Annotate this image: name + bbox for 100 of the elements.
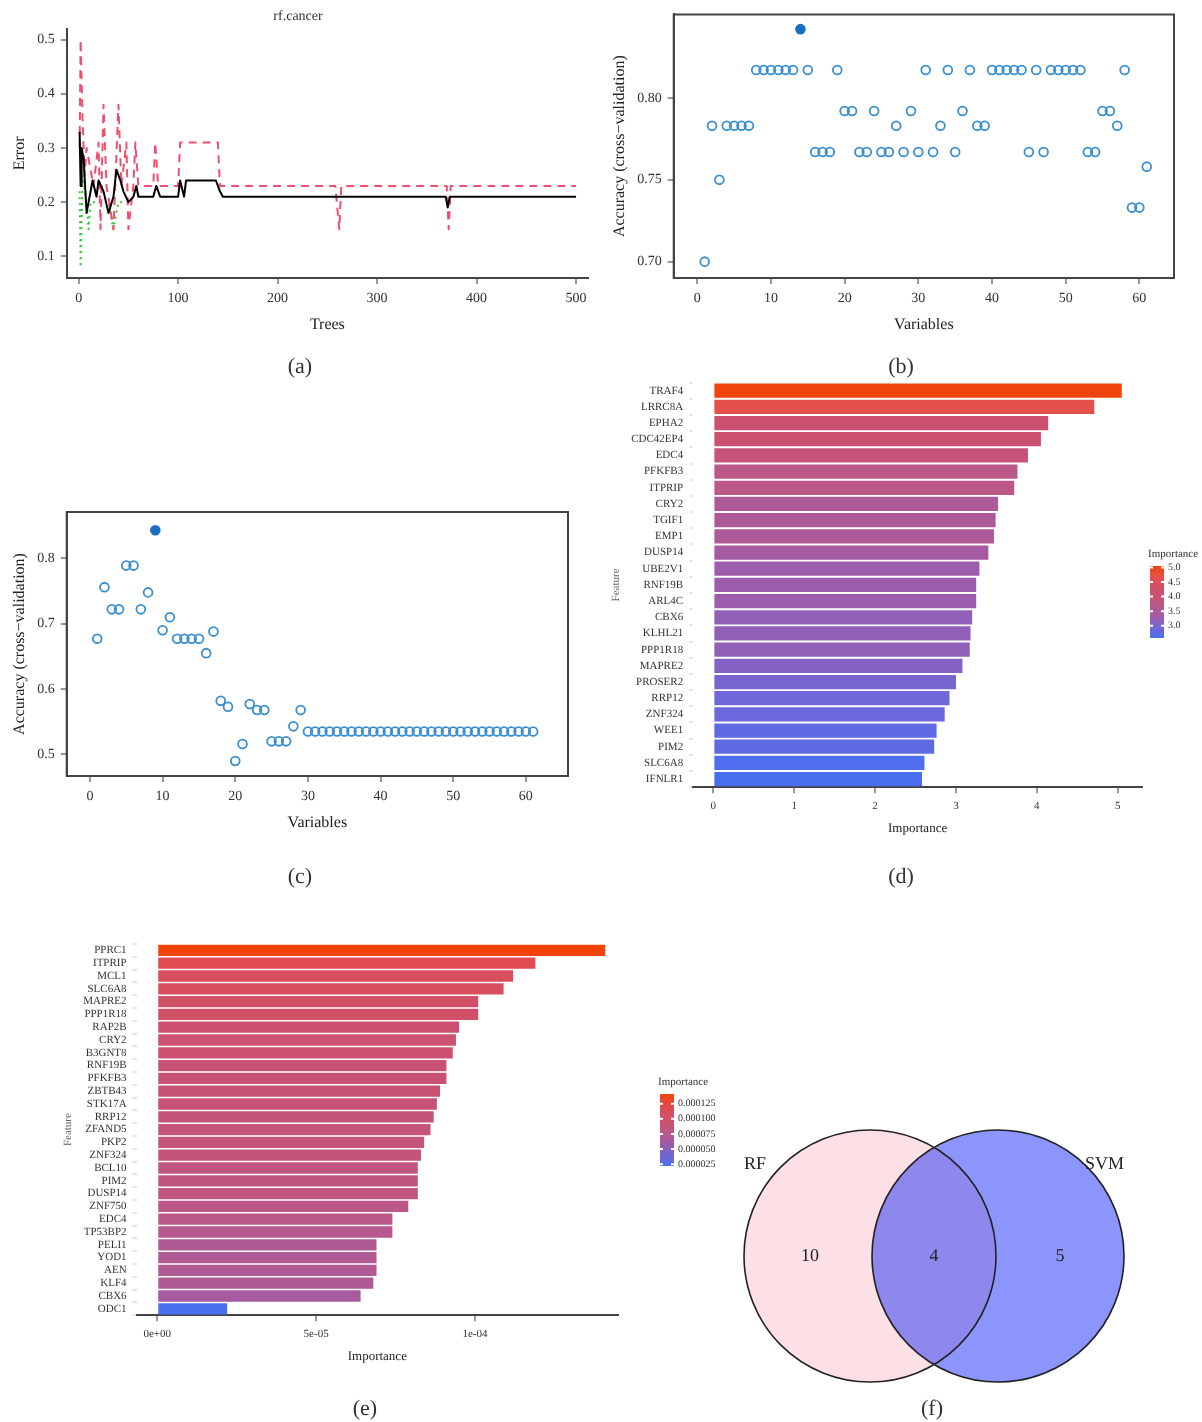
point	[150, 525, 161, 536]
point	[957, 105, 968, 117]
point	[222, 701, 234, 713]
bar	[158, 944, 606, 957]
point	[193, 633, 205, 645]
point	[186, 633, 197, 645]
point	[513, 726, 524, 737]
bar	[714, 399, 1095, 414]
point	[360, 726, 372, 737]
point	[831, 64, 843, 76]
point	[846, 105, 858, 117]
point	[868, 105, 880, 117]
bar	[158, 1303, 228, 1315]
line-series	[78, 174, 125, 269]
point	[99, 581, 110, 593]
point	[765, 64, 777, 76]
point	[135, 604, 147, 615]
point	[1016, 64, 1027, 76]
point	[506, 726, 517, 737]
x-axis-title: Variables	[894, 314, 954, 333]
point	[728, 120, 740, 132]
point	[971, 120, 983, 132]
point	[1030, 64, 1042, 76]
point	[418, 726, 430, 737]
point	[397, 726, 408, 737]
point	[750, 64, 762, 76]
text: (d)	[888, 864, 915, 889]
point	[244, 698, 256, 710]
point	[375, 726, 386, 737]
data-label: 10	[801, 1244, 820, 1265]
point	[455, 726, 466, 737]
point	[1067, 64, 1079, 76]
point	[288, 721, 299, 732]
point	[106, 604, 118, 615]
x-axis-title: Variables	[287, 812, 348, 831]
point	[721, 120, 733, 132]
point	[935, 120, 946, 132]
point	[200, 647, 212, 659]
point	[714, 174, 725, 186]
point	[353, 726, 365, 737]
point	[171, 633, 183, 645]
point	[817, 146, 828, 158]
category-label: RF	[744, 1152, 767, 1173]
point	[824, 146, 836, 158]
point	[994, 64, 1005, 76]
point	[780, 64, 791, 76]
point	[1045, 64, 1057, 76]
point	[367, 726, 379, 737]
point	[898, 146, 909, 158]
point	[157, 624, 168, 636]
x-axis-title: Trees	[309, 314, 345, 333]
point	[986, 64, 998, 76]
point	[426, 726, 437, 737]
point	[1038, 146, 1049, 158]
point	[758, 64, 769, 76]
point	[1001, 64, 1013, 76]
text: (b)	[888, 354, 915, 379]
point	[942, 64, 954, 76]
point	[273, 736, 285, 747]
category-label: SVM	[1084, 1152, 1124, 1173]
point	[142, 587, 154, 598]
point	[302, 726, 314, 737]
point	[1097, 105, 1108, 117]
point	[484, 726, 495, 737]
point	[1089, 146, 1101, 158]
point	[787, 64, 799, 76]
point	[215, 695, 227, 707]
point	[839, 105, 850, 117]
point	[964, 64, 976, 76]
point	[411, 726, 423, 737]
point	[1060, 64, 1071, 76]
point	[309, 726, 321, 737]
point	[179, 633, 190, 645]
point	[913, 146, 924, 158]
point	[237, 738, 248, 750]
point	[317, 726, 328, 737]
point	[1126, 202, 1138, 213]
point	[208, 626, 219, 637]
text: (a)	[287, 354, 313, 379]
text: (e)	[352, 1396, 378, 1421]
point	[1104, 105, 1116, 117]
point	[736, 120, 747, 132]
point	[113, 604, 125, 615]
point	[164, 611, 176, 623]
point	[346, 726, 357, 737]
point	[520, 726, 532, 737]
point	[280, 736, 292, 747]
point	[743, 120, 755, 132]
point	[331, 726, 343, 737]
y-axis-title: Accuracy (cross−validation)	[9, 552, 28, 735]
y-axis-title: Accuracy (cross−validation)	[609, 54, 628, 238]
point	[462, 726, 474, 737]
point	[854, 146, 865, 158]
line-series	[78, 38, 578, 231]
point	[440, 726, 452, 737]
point	[809, 146, 821, 158]
point	[251, 704, 263, 716]
point	[1008, 64, 1020, 76]
point	[861, 146, 873, 158]
point	[706, 120, 718, 132]
